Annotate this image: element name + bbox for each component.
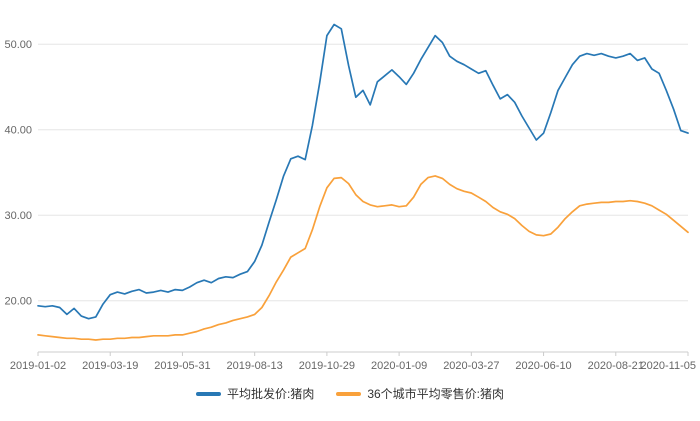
y-axis-tick-label: 50.00 <box>4 39 32 51</box>
x-axis-tick-label: 2020-01-09 <box>371 360 427 372</box>
x-axis-tick-label: 2020-03-27 <box>443 360 499 372</box>
legend-item-retail-price[interactable]: 36个城市平均零售价:猪肉 <box>336 388 504 400</box>
x-axis-tick-label: 2020-11-05 <box>641 360 696 372</box>
x-axis-tick-label: 2019-03-19 <box>82 360 138 372</box>
series-line-1 <box>37 175 689 341</box>
legend-marker-wholesale-icon <box>195 392 221 396</box>
y-axis-tick-label: 30.00 <box>4 210 32 222</box>
plot-area: 20.00 30.00 40.00 50.00 2019-01-02 2019-03-19… <box>4 23 696 372</box>
legend-label-retail: 36个城市平均零售价:猪肉 <box>367 387 505 401</box>
series-line-0 <box>37 23 689 320</box>
legend-item-wholesale-price[interactable]: 平均批发价:猪肉 <box>195 387 315 401</box>
x-axis-tick-label: 2020-06-10 <box>515 360 571 372</box>
legend-marker-retail-icon <box>336 392 362 396</box>
y-axis-tick-label: 40.00 <box>4 125 32 137</box>
x-axis-tick-label: 2020-08-21 <box>588 360 644 372</box>
x-axis-tick-label: 2019-08-13 <box>227 360 283 372</box>
chart-legend: 平均批发价:猪肉 36个城市平均零售价:猪肉 <box>0 383 700 405</box>
x-axis-tick-label: 2019-10-29 <box>299 360 355 372</box>
legend-label-wholesale: 平均批发价:猪肉 <box>226 387 315 401</box>
x-axis-tick-label: 2019-01-02 <box>10 360 66 372</box>
y-axis-tick-label: 20.00 <box>4 296 32 308</box>
x-axis-tick-label: 2019-05-31 <box>154 360 210 372</box>
